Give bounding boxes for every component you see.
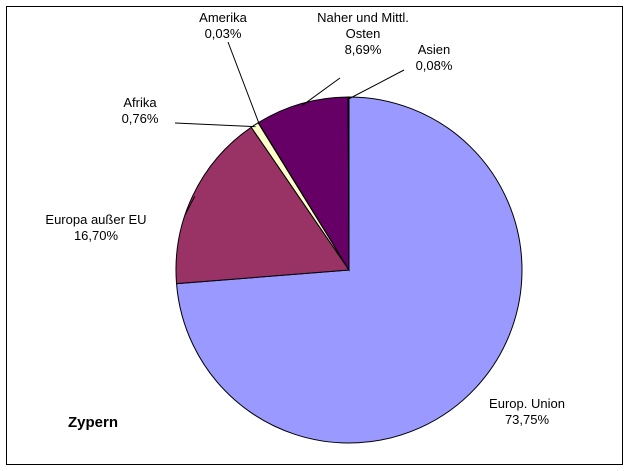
category-label: Europ. Union [489, 396, 565, 411]
category-label: Asien [417, 42, 451, 57]
data-label: Amerika 0,03% [183, 10, 263, 42]
value-label: 16,70% [73, 228, 119, 243]
data-label: Afrika 0,76% [100, 95, 180, 127]
value-label: 0,03% [204, 26, 242, 41]
value-label: 0,08% [415, 58, 453, 73]
leader-line [301, 77, 341, 106]
category-label: Europa außer EU [45, 212, 147, 227]
leader-line [184, 196, 196, 216]
pie-slice [347, 96, 350, 271]
data-label: Europa außer EU 16,70% [31, 212, 161, 244]
value-label: 0,76% [121, 111, 159, 126]
leader-line [174, 122, 256, 128]
value-label: 8,69% [344, 42, 382, 57]
leader-line [227, 41, 260, 125]
data-label: Asien 0,08% [404, 42, 464, 74]
leader-line [348, 69, 405, 100]
value-label: 73,75% [504, 412, 550, 427]
category-label: Amerika [199, 10, 247, 25]
pie-slice [257, 96, 350, 272]
category-label: Naher und Mittl. Osten [317, 10, 409, 41]
chart-title: Zypern [68, 414, 119, 431]
data-label: Europ. Union 73,75% [467, 396, 587, 428]
category-label: Afrika [123, 95, 157, 110]
data-label: Naher und Mittl. Osten 8,69% [308, 10, 418, 58]
pie-slice [175, 126, 350, 285]
